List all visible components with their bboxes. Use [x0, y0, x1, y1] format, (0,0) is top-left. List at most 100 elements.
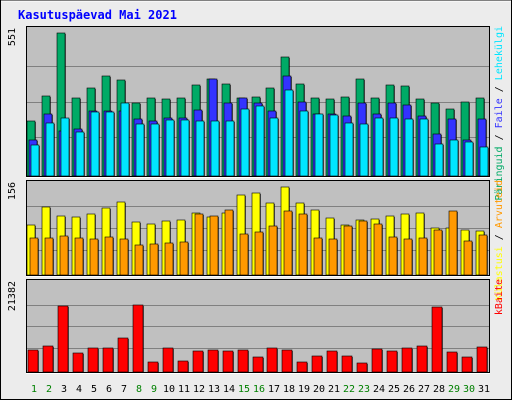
chart-title: Kasutuspäevad Mai 2021 [18, 8, 177, 22]
bar-lehekülgi-day-29 [449, 139, 459, 177]
bar-arvuteid-day-29 [448, 210, 458, 276]
bar-kbytes-day-7 [117, 337, 129, 373]
visits-max-label: 156 [7, 182, 18, 200]
bar-lehekülgi-day-4 [75, 131, 85, 177]
bar-kbytes-day-11 [177, 360, 189, 373]
bar-arvuteid-day-5 [89, 238, 99, 276]
x-tick-label-day-27: 27 [418, 384, 430, 395]
bar-kbytes-day-1 [27, 349, 39, 373]
bar-lehekülgi-day-16 [255, 105, 265, 177]
bar-lehekülgi-day-12 [195, 120, 205, 177]
bar-kbytes-day-22 [341, 355, 353, 373]
bar-arvuteid-day-2 [44, 237, 54, 276]
x-tick-label-day-7: 7 [121, 384, 127, 395]
bar-lehekülgi-day-27 [419, 118, 429, 177]
x-tick-label-day-14: 14 [223, 384, 235, 395]
x-tick-label-day-22: 22 [343, 384, 355, 395]
bar-arvuteid-day-8 [134, 244, 144, 276]
bar-lehekülgi-day-13 [210, 120, 220, 177]
legend-item: Arvuteid [494, 180, 505, 228]
bar-lehekülgi-day-6 [105, 111, 115, 177]
bar-lehekülgi-day-23 [359, 123, 369, 177]
bar-kbytes-day-2 [42, 345, 54, 373]
legend-item: Päringuid [494, 146, 505, 200]
bar-arvuteid-day-26 [403, 238, 413, 276]
bar-lehekülgi-day-28 [434, 143, 444, 177]
legend-item: / [494, 228, 505, 246]
bar-arvuteid-day-14 [224, 209, 234, 276]
bar-arvuteid-day-27 [418, 237, 428, 276]
bar-arvuteid-day-7 [119, 238, 129, 276]
legend-item: Külastusi [494, 246, 505, 300]
x-tick-label-day-28: 28 [433, 384, 445, 395]
bar-arvuteid-day-21 [328, 238, 338, 276]
x-tick-label-day-31: 31 [478, 384, 490, 395]
bar-kbytes-day-16 [252, 356, 264, 373]
x-tick-label-day-26: 26 [403, 384, 415, 395]
bar-arvuteid-day-3 [59, 235, 69, 276]
bar-arvuteid-day-1 [29, 237, 39, 276]
x-tick-label-day-24: 24 [373, 384, 385, 395]
x-tick-label-day-13: 13 [208, 384, 220, 395]
x-tick-label-day-11: 11 [178, 384, 190, 395]
kbytes-legend: kBaite [494, 279, 505, 315]
bar-lehekülgi-day-5 [90, 111, 100, 177]
bar-arvuteid-day-19 [298, 213, 308, 276]
bar-lehekülgi-day-24 [374, 117, 384, 177]
x-tick-label-day-3: 3 [61, 384, 67, 395]
x-tick-label-day-12: 12 [193, 384, 205, 395]
x-tick-label-day-18: 18 [283, 384, 295, 395]
bar-arvuteid-day-4 [74, 237, 84, 276]
bar-kbytes-day-12 [192, 350, 204, 373]
bar-arvuteid-day-9 [149, 243, 159, 276]
bar-kbytes-day-17 [266, 347, 278, 373]
bar-arvuteid-day-31 [478, 234, 488, 276]
bar-kbytes-day-28 [431, 306, 443, 373]
bar-arvuteid-day-18 [283, 210, 293, 276]
legend-item: / [494, 80, 505, 98]
bar-kbytes-day-23 [356, 362, 368, 373]
bar-arvuteid-day-15 [239, 233, 249, 276]
kbytes-max-label: 21382 [7, 281, 18, 311]
x-tick-label-day-30: 30 [463, 384, 475, 395]
bar-lehekülgi-day-18 [284, 89, 294, 177]
bar-lehekülgi-day-7 [120, 102, 130, 177]
x-tick-label-day-9: 9 [151, 384, 157, 395]
bar-arvuteid-day-24 [373, 223, 383, 276]
x-tick-label-day-21: 21 [328, 384, 340, 395]
bar-kbytes-day-4 [72, 352, 84, 373]
x-tick-label-day-16: 16 [253, 384, 265, 395]
bar-lehekülgi-day-22 [344, 122, 354, 177]
legend-item: kBaite [494, 279, 505, 315]
bar-lehekülgi-day-1 [30, 144, 40, 177]
bar-kbytes-day-29 [446, 351, 458, 373]
x-tick-label-day-15: 15 [238, 384, 250, 395]
bar-kbytes-day-13 [207, 349, 219, 373]
x-tick-label-day-29: 29 [448, 384, 460, 395]
bar-arvuteid-day-30 [463, 240, 473, 276]
bar-kbytes-day-15 [237, 349, 249, 373]
bar-kbytes-day-21 [326, 350, 338, 373]
x-tick-label-day-20: 20 [313, 384, 325, 395]
bar-arvuteid-day-13 [209, 215, 219, 276]
bar-arvuteid-day-25 [388, 236, 398, 276]
bar-lehekülgi-day-8 [135, 123, 145, 177]
bar-kbytes-day-31 [476, 346, 488, 373]
bar-kbytes-day-3 [57, 305, 69, 373]
bar-kbytes-day-6 [102, 347, 114, 373]
bar-arvuteid-day-23 [358, 220, 368, 276]
bar-kbytes-day-27 [416, 345, 428, 373]
bar-lehekülgi-day-17 [269, 117, 279, 177]
x-tick-label-day-6: 6 [106, 384, 112, 395]
bar-arvuteid-day-10 [164, 242, 174, 276]
bar-kbytes-day-5 [87, 347, 99, 373]
bar-lehekülgi-day-2 [45, 122, 55, 177]
bar-kbytes-day-20 [311, 355, 323, 373]
x-tick-label-day-25: 25 [388, 384, 400, 395]
legend-item: Lehekülgi [494, 26, 505, 80]
x-tick-label-day-5: 5 [91, 384, 97, 395]
bar-kbytes-day-24 [371, 348, 383, 373]
bar-lehekülgi-day-14 [225, 120, 235, 177]
